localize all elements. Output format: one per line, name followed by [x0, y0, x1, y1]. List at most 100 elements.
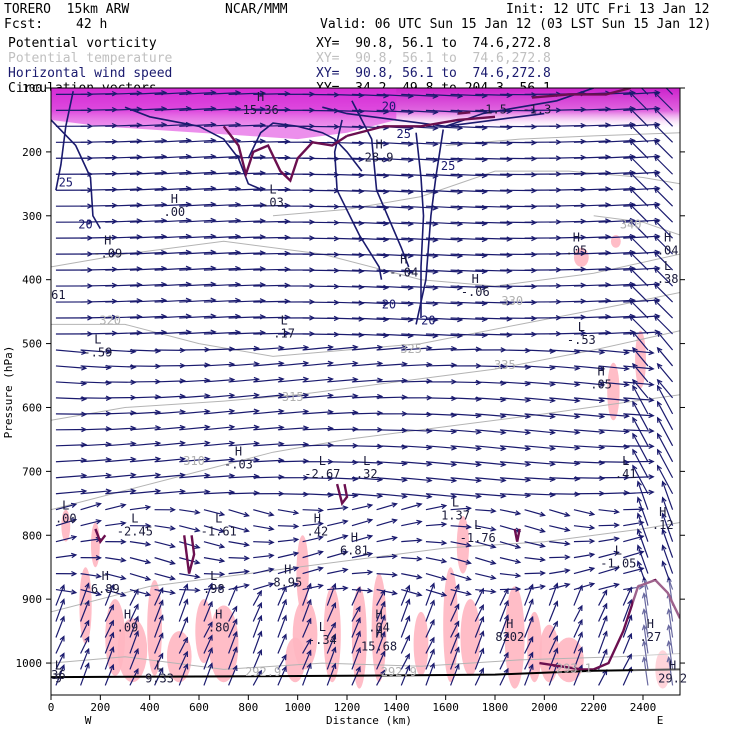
circulation-vector-871: [376, 600, 386, 622]
theta-label-7: 292.9: [245, 665, 281, 679]
circulation-vector-475: [228, 376, 260, 383]
circulation-vector-834: [104, 583, 115, 606]
x-tick-label-2: 400: [140, 701, 160, 714]
circulation-vector-934: [641, 624, 649, 654]
extremum-value-0: 15.36: [243, 103, 279, 117]
circulation-vector-774: [549, 554, 571, 560]
legend-xy-1: XY= 90.8, 56.1 to 74.6,272.8: [316, 51, 551, 66]
circulation-vector-738: [302, 535, 324, 543]
circulation-vector-749: [573, 538, 596, 544]
circulation-vector-539: [524, 413, 556, 420]
circulation-vector-432: [450, 346, 482, 353]
circulation-vector-724: [598, 522, 620, 528]
circulation-vector-34: [253, 106, 291, 113]
circulation-vector-986: [641, 656, 649, 686]
extremum-marker-9: L: [94, 333, 101, 347]
circulation-vector-941: [178, 650, 188, 670]
circulation-vector-790: [302, 566, 324, 575]
extremum-value-23: -1.76: [460, 531, 496, 545]
extremum-value-25: 6.81: [340, 544, 369, 558]
theta-label-4: 315: [282, 390, 304, 404]
circulation-vector-463: [573, 365, 606, 372]
circulation-vector-942: [203, 647, 213, 670]
pv-contour-3: [457, 111, 471, 115]
circulation-vector-824: [499, 586, 522, 592]
circulation-vector-784: [154, 573, 176, 581]
extremum-marker-1: H: [104, 234, 111, 248]
circulation-vector-835: [129, 588, 139, 606]
wind-contour-1: [55, 91, 74, 191]
circulation-vector-788: [253, 567, 275, 575]
circulation-vector-879: [573, 604, 583, 622]
circulation-vector-808: [105, 588, 127, 597]
circulation-vector-493: [656, 362, 674, 383]
circulation-vector-654: [154, 488, 186, 495]
circulation-vector-981: [524, 663, 534, 686]
circulation-vector-815: [277, 582, 300, 591]
circulation-vector-846: [400, 584, 411, 606]
circulation-vector-563: [475, 429, 507, 435]
circulation-vector-547: [80, 426, 112, 432]
x-end-label-right: E: [657, 714, 664, 727]
extremum-value-16: .32: [356, 467, 378, 481]
circulation-vector-550: [154, 424, 186, 431]
circulation-vector-949: [376, 650, 386, 670]
circulation-vector-17: [475, 92, 513, 99]
circulation-vector-855: [622, 586, 632, 606]
x-tick-label-11: 2200: [580, 701, 607, 714]
circulation-vector-854: [598, 589, 608, 606]
circulation-vector-717: [425, 521, 448, 528]
circulation-vector-759: [179, 557, 201, 565]
wind-label-1: 25: [441, 159, 455, 173]
circulation-vector-522: [105, 410, 137, 416]
pv-low-patch-9: [147, 579, 163, 676]
circulation-vector-398: [253, 330, 291, 337]
extremum-marker-14: L: [664, 259, 671, 273]
circulation-vector-525: [179, 408, 211, 415]
circulation-vector-820: [401, 588, 423, 597]
circulation-vector-349: [327, 300, 365, 306]
circulation-vector-479: [327, 377, 359, 383]
circulation-vector-607: [277, 458, 310, 464]
circulation-vector-715: [376, 518, 398, 527]
circulation-vector-776: [598, 550, 620, 559]
circulation-vector-595: [623, 443, 655, 449]
circulation-vector-852: [548, 582, 559, 606]
circulation-vector-917: [228, 630, 238, 654]
circulation-vector-887: [129, 615, 139, 638]
theta-contour-0: [51, 653, 680, 670]
extremum-value-22: 1.37: [441, 509, 470, 523]
circulation-vector-742: [401, 537, 423, 544]
circulation-vector-848: [450, 583, 460, 606]
circulation-vector-628: [154, 472, 186, 479]
circulation-vector-337: [653, 267, 674, 287]
circulation-vector-544: [632, 384, 649, 415]
circulation-vector-268: [253, 250, 291, 257]
circulation-vector-770: [450, 557, 472, 565]
circulation-vector-984: [598, 668, 608, 686]
circulation-vector-953: [474, 647, 485, 670]
circulation-vector-963: [80, 662, 90, 686]
circulation-vector-793: [376, 571, 398, 578]
circulation-vector-745: [475, 541, 497, 549]
circulation-vector-625: [80, 472, 112, 479]
circulation-vector-219: [327, 220, 365, 226]
circulation-vector-702: [55, 518, 78, 527]
circulation-vector-864: [203, 600, 213, 622]
plot-frame: [50, 87, 681, 696]
circulation-vector-714: [351, 518, 374, 527]
circulation-vector-591: [524, 445, 556, 451]
circulation-vector-439: [623, 349, 655, 356]
circulation-vector-490: [598, 381, 630, 388]
circulation-vector-392: [105, 330, 143, 336]
circulation-vector-210: [105, 218, 143, 224]
circulation-vector-773: [524, 556, 546, 563]
circulation-vector-792: [351, 569, 374, 576]
circulation-vector-841: [277, 585, 287, 606]
theta-contour-5: [51, 240, 680, 287]
circulation-vector-154: [628, 155, 649, 175]
circulation-vector-426: [302, 344, 334, 351]
pv-low-patch-17: [351, 586, 367, 689]
circulation-vector-737: [277, 537, 300, 543]
circulation-vector-915: [178, 636, 188, 654]
